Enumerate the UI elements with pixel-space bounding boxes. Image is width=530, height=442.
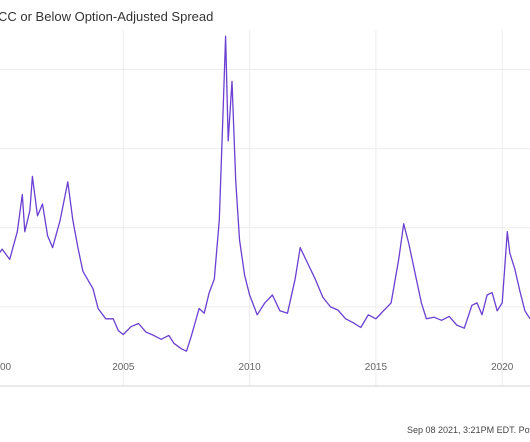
x-tick-label: 00	[0, 362, 12, 373]
x-tick-label: 2020	[491, 362, 514, 373]
footer-credit: Sep 08 2021, 3:21PM EDT. Powere	[407, 425, 530, 435]
series-layer	[0, 35, 530, 352]
series-line	[0, 35, 530, 352]
x-axis-ticks: 00 2005 2010 2015 2020	[0, 362, 514, 373]
gridlines	[0, 30, 530, 387]
chart-title: CC or Below Option-Adjusted Spread	[0, 9, 214, 24]
x-tick-label: 2010	[239, 362, 262, 373]
x-tick-label: 2015	[365, 362, 388, 373]
x-tick-label: 2005	[112, 362, 135, 373]
